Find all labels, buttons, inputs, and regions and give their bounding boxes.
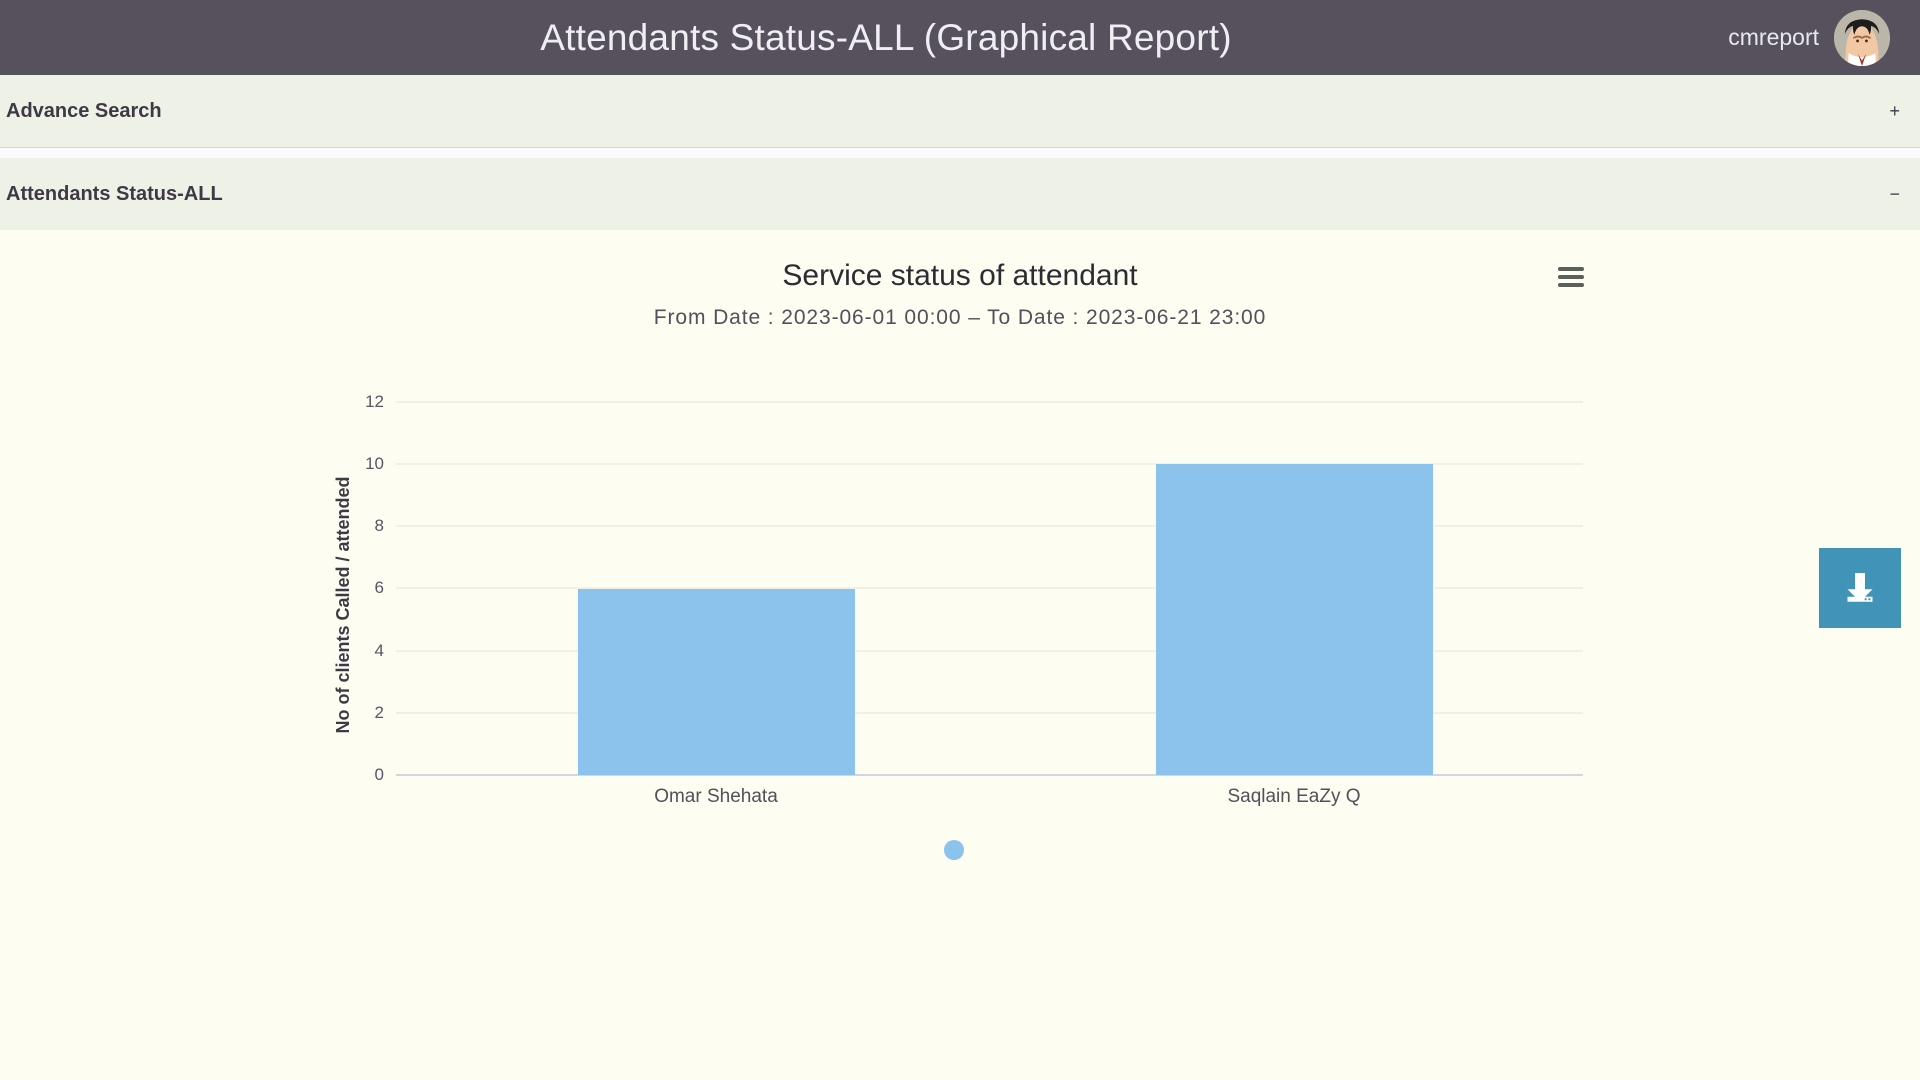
svg-text:Omar Shehata: Omar Shehata: [654, 786, 778, 807]
svg-text:0: 0: [375, 765, 384, 784]
svg-text:6: 6: [375, 578, 384, 597]
svg-text:8: 8: [375, 516, 384, 535]
svg-text:10: 10: [365, 454, 384, 473]
svg-text:2: 2: [375, 703, 384, 722]
svg-text:Saqlain EaZy Q: Saqlain EaZy Q: [1227, 786, 1360, 807]
svg-text:4: 4: [375, 641, 384, 660]
svg-text:No of clients Called / attende: No of clients Called / attended: [333, 476, 353, 733]
svg-text:12: 12: [365, 395, 384, 411]
